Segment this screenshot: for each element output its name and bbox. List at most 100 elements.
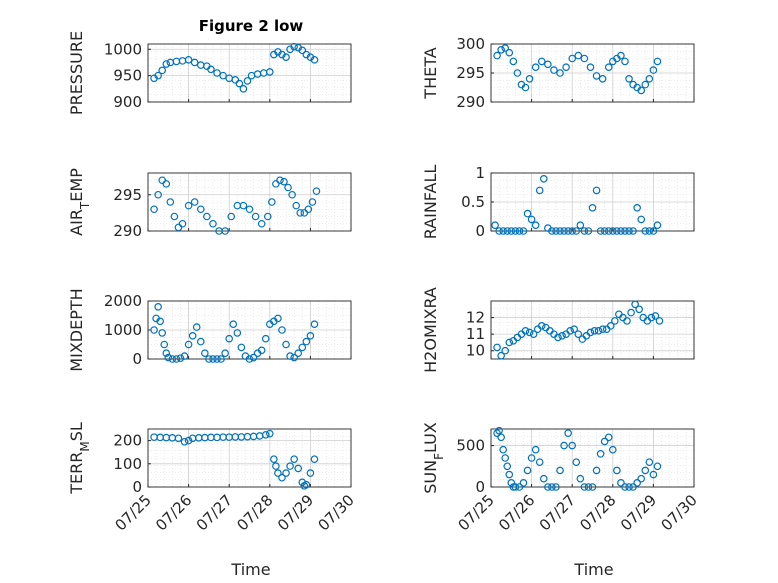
data-point <box>150 433 158 441</box>
data-point <box>544 60 552 69</box>
data-point <box>548 483 556 491</box>
data-point <box>647 313 656 322</box>
data-point <box>554 333 562 342</box>
data-point <box>497 351 505 360</box>
data-point <box>503 227 512 235</box>
data-point <box>556 69 564 77</box>
data-point <box>613 466 621 475</box>
subplot-pressure: 900 950 1000 PRESSURE <box>67 31 352 115</box>
data-point <box>556 227 564 235</box>
data-point <box>176 354 185 362</box>
data-point <box>580 227 589 235</box>
x-tick-label: 07/29 <box>617 491 660 534</box>
y-tick-label: 290 <box>113 222 142 240</box>
data-point <box>184 201 193 210</box>
data-point <box>162 349 171 358</box>
data-point <box>641 227 650 235</box>
x-axis-label-right: Time <box>573 560 613 579</box>
data-point <box>154 302 162 311</box>
data-point <box>150 205 158 214</box>
data-point <box>237 343 246 352</box>
y-axis-label: PRESSURE <box>67 31 86 115</box>
data-point <box>180 437 189 446</box>
data-point <box>584 227 593 235</box>
data-point <box>162 180 171 188</box>
y-axis-label: MIXDEPTH <box>67 288 86 371</box>
x-tick-label: 07/26 <box>495 491 538 534</box>
data-point <box>501 454 510 462</box>
axes-box <box>490 43 695 103</box>
data-point <box>525 75 534 83</box>
data-point <box>296 209 305 217</box>
x-tick-label: 07/25 <box>455 491 498 534</box>
data-point <box>592 186 601 195</box>
x-axis-label-left: Time <box>230 560 270 579</box>
x-tick-label: 07/30 <box>658 491 701 534</box>
data-point <box>613 227 621 235</box>
data-point <box>158 66 167 75</box>
subplot-mixdepth: 0 1000 2000 MIXDEPTH <box>67 288 352 372</box>
data-point <box>505 338 514 347</box>
data-point <box>282 53 290 61</box>
data-point <box>257 219 266 228</box>
y-tick-label: 200 <box>113 432 142 450</box>
y-tick-label: 0 <box>475 478 485 496</box>
data-point <box>568 54 577 63</box>
data-point <box>507 479 516 487</box>
data-point <box>272 462 280 470</box>
x-tick-label: 07/28 <box>233 491 276 534</box>
data-point <box>515 483 524 491</box>
figure-title: Figure 2 low <box>199 17 304 35</box>
data-point <box>529 330 538 338</box>
data-point <box>162 433 171 442</box>
data-point <box>308 198 317 206</box>
data-point <box>172 355 181 363</box>
data-point <box>625 483 633 491</box>
data-point <box>217 355 225 363</box>
data-point <box>164 353 173 362</box>
y-tick-label: 12 <box>466 309 485 327</box>
data-point <box>495 227 503 235</box>
data-point <box>192 323 201 331</box>
y-tick-label: 11 <box>466 325 485 343</box>
data-point <box>570 325 579 333</box>
y-tick-label: 950 <box>113 67 142 85</box>
data-point <box>278 326 286 334</box>
data-point <box>550 66 558 74</box>
data-point <box>154 190 162 199</box>
data-point <box>207 433 215 442</box>
data-point <box>294 464 303 473</box>
data-point <box>231 433 240 441</box>
data-point <box>586 328 595 337</box>
x-tick-label: 07/29 <box>274 491 317 534</box>
data-point <box>537 57 546 66</box>
data-point <box>221 349 229 358</box>
data-point <box>495 426 503 435</box>
data-point <box>156 433 164 442</box>
x-tick-label: 07/26 <box>152 491 195 534</box>
data-point <box>158 176 167 185</box>
data-point <box>535 186 544 195</box>
y-tick-label: 1000 <box>104 40 142 58</box>
data-point <box>310 320 319 329</box>
data-point <box>227 212 236 221</box>
data-point <box>649 227 658 235</box>
data-point <box>641 466 650 475</box>
data-point <box>625 75 633 83</box>
y-tick-label: 0 <box>475 222 485 240</box>
data-point <box>501 44 510 52</box>
data-point <box>596 450 605 458</box>
data-point <box>180 352 189 360</box>
data-point <box>265 429 274 438</box>
data-point <box>280 177 288 186</box>
x-tick-label: 07/25 <box>112 491 155 534</box>
y-axis-label: RAINFALL <box>421 165 440 240</box>
data-point <box>604 227 613 235</box>
data-point <box>564 227 572 235</box>
data-point <box>576 474 585 483</box>
data-point <box>611 317 619 325</box>
data-point <box>178 57 187 65</box>
